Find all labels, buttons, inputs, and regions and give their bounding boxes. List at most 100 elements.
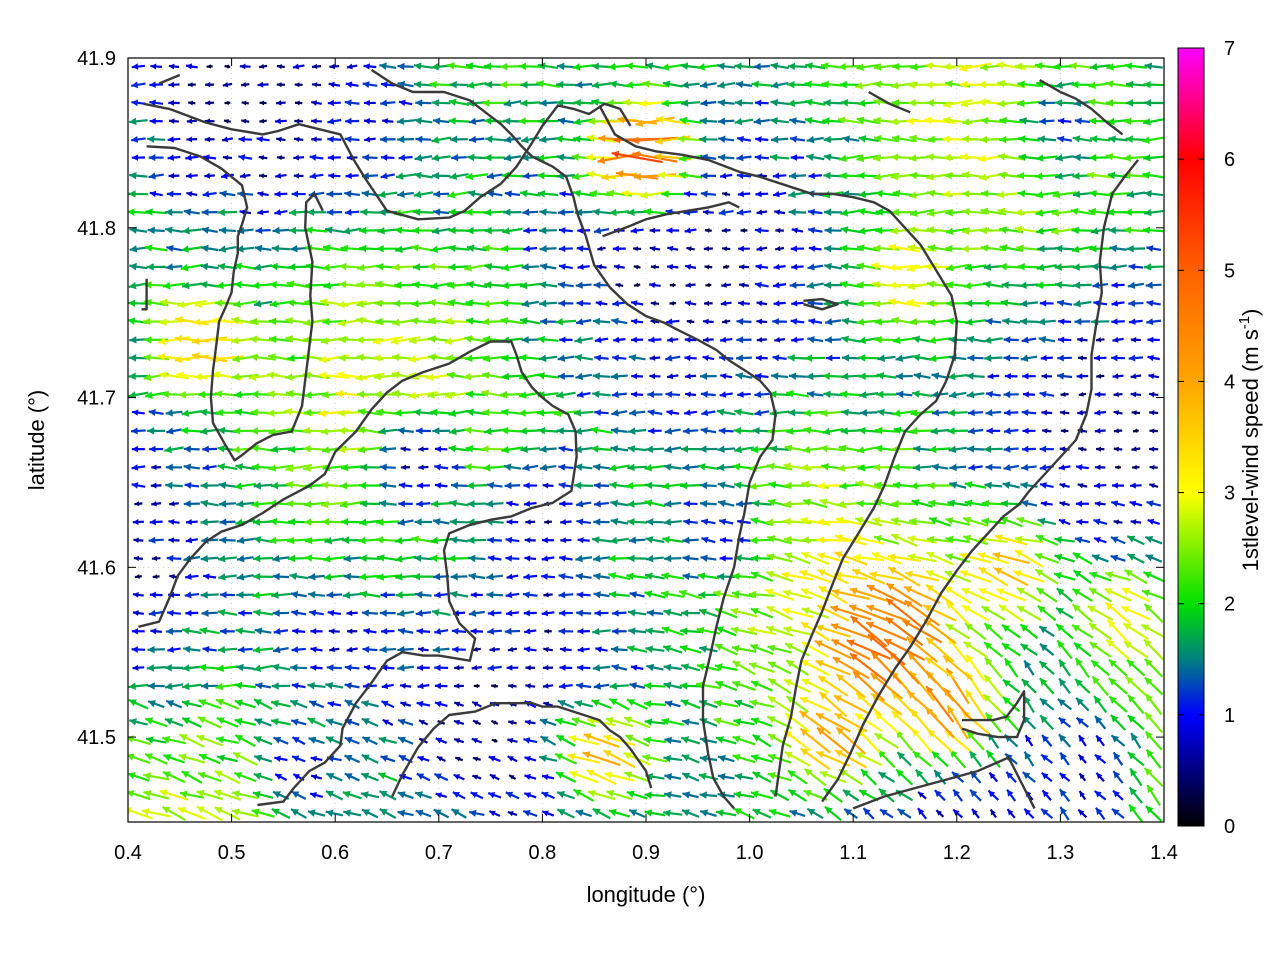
wind-arrow bbox=[681, 809, 700, 818]
wind-arrow-head bbox=[397, 664, 405, 672]
wind-arrow bbox=[1076, 518, 1089, 526]
wind-arrow-head bbox=[252, 646, 261, 654]
wind-arrow-head bbox=[931, 463, 939, 471]
wind-arrow bbox=[834, 571, 868, 581]
wind-arrow bbox=[1144, 657, 1164, 678]
wind-arrow-head bbox=[434, 664, 441, 672]
wind-arrow bbox=[800, 621, 830, 642]
wind-arrow bbox=[1077, 482, 1088, 489]
wind-arrow-head bbox=[682, 772, 691, 780]
wind-arrow bbox=[1128, 354, 1144, 362]
wind-arrow-head bbox=[269, 517, 278, 526]
wind-arrow bbox=[663, 791, 682, 799]
wind-arrow-head bbox=[734, 772, 743, 781]
wind-arrow-head bbox=[819, 498, 828, 506]
wind-arrow-head bbox=[489, 774, 497, 780]
wind-arrow-head bbox=[491, 720, 497, 726]
wind-arrow bbox=[928, 354, 951, 363]
wind-arrow bbox=[1110, 536, 1126, 545]
wind-arrow bbox=[473, 683, 480, 689]
wind-arrow-head bbox=[197, 771, 206, 779]
wind-arrow-head bbox=[855, 713, 864, 721]
wind-arrow-head bbox=[610, 372, 619, 381]
wind-arrow bbox=[269, 517, 293, 526]
wind-arrow-head bbox=[508, 683, 514, 689]
wind-arrow-head bbox=[944, 586, 953, 594]
wind-arrow-head bbox=[1035, 534, 1044, 542]
wind-arrow bbox=[750, 554, 773, 563]
wind-arrow bbox=[877, 749, 896, 769]
wind-arrow-head bbox=[234, 717, 243, 726]
wind-arrow-head bbox=[524, 774, 531, 780]
wind-arrow-head bbox=[642, 753, 651, 762]
wind-arrow bbox=[650, 300, 660, 306]
wind-arrow bbox=[885, 616, 924, 647]
wind-arrow-head bbox=[467, 536, 475, 545]
wind-arrow bbox=[849, 652, 888, 683]
wind-arrow-head bbox=[449, 536, 458, 544]
wind-arrow bbox=[700, 390, 716, 398]
wind-arrow-head bbox=[846, 639, 855, 647]
wind-arrow bbox=[646, 663, 664, 672]
wind-arrow-head bbox=[874, 535, 882, 543]
wind-arrow-head bbox=[644, 590, 653, 598]
wind-arrow bbox=[947, 372, 968, 381]
wind-arrow bbox=[487, 536, 502, 544]
wind-arrow-head bbox=[1006, 771, 1014, 779]
wind-arrow-head bbox=[217, 445, 225, 453]
wind-arrow-head bbox=[428, 317, 436, 325]
wind-arrow-head bbox=[182, 627, 190, 635]
wind-arrow bbox=[750, 607, 774, 619]
wind-arrow-shaft bbox=[849, 615, 888, 648]
wind-arrow bbox=[273, 628, 289, 635]
wind-arrow-head bbox=[716, 626, 725, 634]
wind-arrow bbox=[250, 427, 276, 435]
wind-arrow bbox=[148, 409, 164, 417]
wind-arrow-head bbox=[408, 355, 416, 363]
wind-arrow bbox=[468, 572, 486, 581]
wind-arrow-head bbox=[1073, 570, 1082, 578]
wind-arrow bbox=[968, 750, 983, 768]
wind-arrow bbox=[732, 660, 756, 676]
wind-arrow bbox=[1145, 805, 1163, 822]
wind-arrow-head bbox=[358, 481, 366, 490]
wind-arrow-head bbox=[1087, 606, 1096, 613]
wind-arrow-head bbox=[734, 699, 743, 707]
wind-arrow-head bbox=[304, 554, 313, 562]
wind-arrow bbox=[358, 573, 382, 581]
wind-arrow-head bbox=[325, 809, 334, 817]
wind-arrow bbox=[816, 552, 850, 564]
wind-arrow-head bbox=[500, 317, 509, 325]
wind-arrow bbox=[1037, 317, 1056, 326]
wind-arrow-head bbox=[768, 678, 777, 686]
wind-arrow-head bbox=[628, 536, 637, 545]
wind-arrow bbox=[669, 300, 677, 306]
wind-arrow-head bbox=[220, 627, 227, 635]
wind-arrow-head bbox=[841, 408, 849, 417]
wind-arrow bbox=[151, 500, 162, 507]
wind-arrow-head bbox=[1077, 482, 1084, 489]
wind-arrow-head bbox=[1003, 354, 1011, 362]
wind-arrow-head bbox=[376, 518, 384, 526]
wind-arrow-head bbox=[1040, 715, 1048, 724]
wind-arrow bbox=[715, 809, 737, 817]
wind-arrow-head bbox=[568, 734, 577, 743]
wind-arrow bbox=[947, 499, 969, 508]
wind-arrow-head bbox=[234, 482, 243, 490]
wind-arrow-head bbox=[323, 555, 331, 563]
wind-arrow bbox=[1090, 659, 1110, 676]
wind-arrow-head bbox=[487, 627, 495, 635]
wind-arrow-head bbox=[1112, 336, 1119, 343]
wind-arrow bbox=[605, 716, 634, 728]
wind-arrow bbox=[434, 682, 448, 690]
wind-arrow bbox=[1020, 499, 1038, 508]
wind-arrow bbox=[1128, 803, 1144, 822]
wind-arrow-head bbox=[285, 464, 294, 473]
wind-arrow bbox=[342, 591, 362, 599]
wind-arrow bbox=[395, 573, 416, 581]
wind-arrow bbox=[983, 622, 1003, 641]
wind-arrow-head bbox=[912, 353, 921, 362]
wind-arrow bbox=[806, 372, 825, 381]
wind-arrow-head bbox=[749, 536, 758, 545]
wind-arrow-head bbox=[232, 790, 240, 798]
